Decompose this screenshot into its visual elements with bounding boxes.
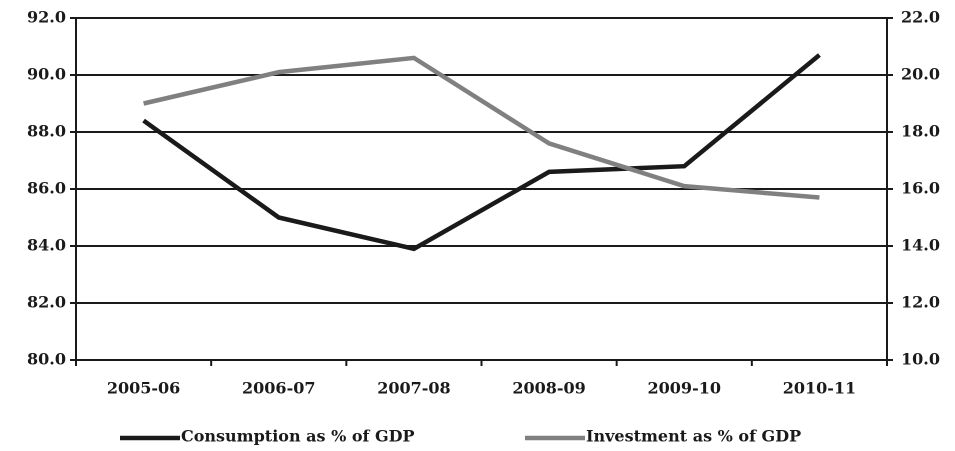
- y2-tick-label: 10.0: [901, 350, 940, 369]
- x-tick-label: 2010-11: [783, 379, 856, 398]
- series-line: [143, 55, 820, 200]
- y2-tick-label: 20.0: [901, 65, 940, 84]
- y-tick-label: 84.0: [27, 236, 66, 255]
- x-tick-label: 2006-07: [242, 379, 315, 398]
- y-tick-label: 86.0: [27, 179, 66, 198]
- y2-tick-label: 22.0: [901, 8, 940, 27]
- legend-label: Investment as % of GDP: [586, 427, 801, 446]
- legend-label: Consumption as % of GDP: [181, 427, 415, 446]
- y-tick-label: 92.0: [27, 8, 66, 27]
- y-tick-label: 82.0: [27, 293, 66, 312]
- x-tick-label: 2005-06: [107, 379, 180, 398]
- x-tick-label: 2008-09: [512, 379, 585, 398]
- y-tick-label: 90.0: [27, 65, 66, 84]
- y2-tick-label: 18.0: [901, 122, 940, 141]
- y-tick-label: 88.0: [27, 122, 66, 141]
- x-tick-label: 2007-08: [377, 379, 450, 398]
- y2-tick-label: 14.0: [901, 236, 940, 255]
- x-tick-label: 2009-10: [648, 379, 721, 398]
- y2-tick-label: 16.0: [901, 179, 940, 198]
- y-tick-label: 80.0: [27, 350, 66, 369]
- y2-tick-label: 12.0: [901, 293, 940, 312]
- series-line: [142, 53, 821, 252]
